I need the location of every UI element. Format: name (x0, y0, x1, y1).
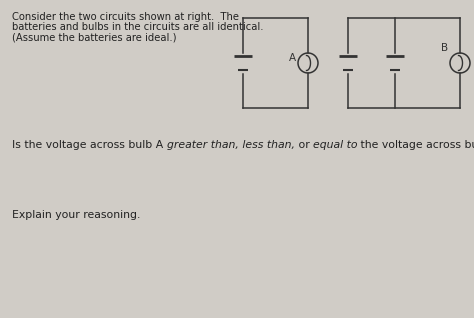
Text: batteries and bulbs in the circuits are all identical.: batteries and bulbs in the circuits are … (12, 22, 264, 32)
Text: greater than, less than,: greater than, less than, (167, 140, 295, 150)
Text: A: A (289, 53, 296, 63)
Text: B: B (441, 43, 448, 53)
Text: or: or (295, 140, 313, 150)
Text: Consider the two circuits shown at right.  The: Consider the two circuits shown at right… (12, 12, 239, 22)
Text: Is the voltage across bulb A: Is the voltage across bulb A (12, 140, 167, 150)
Text: equal to: equal to (313, 140, 357, 150)
Text: Explain your reasoning.: Explain your reasoning. (12, 210, 140, 220)
Text: the voltage across bulb B?: the voltage across bulb B? (357, 140, 474, 150)
Text: (Assume the batteries are ideal.): (Assume the batteries are ideal.) (12, 32, 176, 42)
